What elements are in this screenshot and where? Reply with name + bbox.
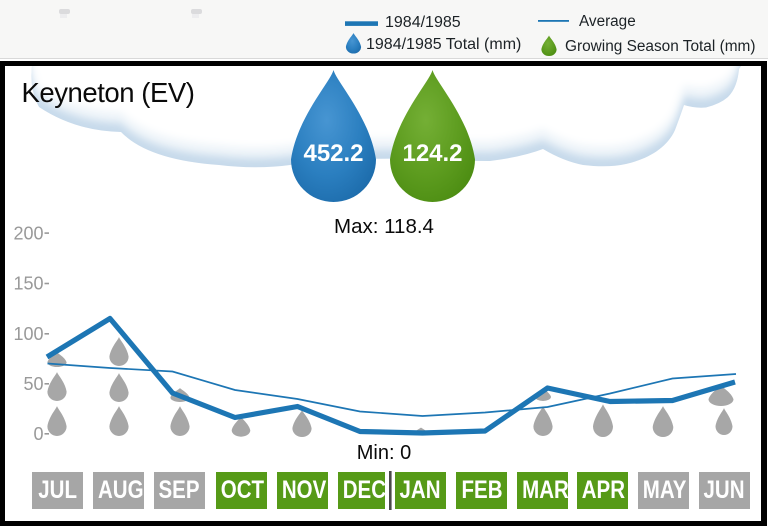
svg-text:100: 100 <box>13 324 43 344</box>
svg-text:50: 50 <box>23 374 43 394</box>
svg-text:200: 200 <box>13 223 43 243</box>
svg-text:150: 150 <box>13 274 43 294</box>
svg-text:0: 0 <box>33 424 43 444</box>
